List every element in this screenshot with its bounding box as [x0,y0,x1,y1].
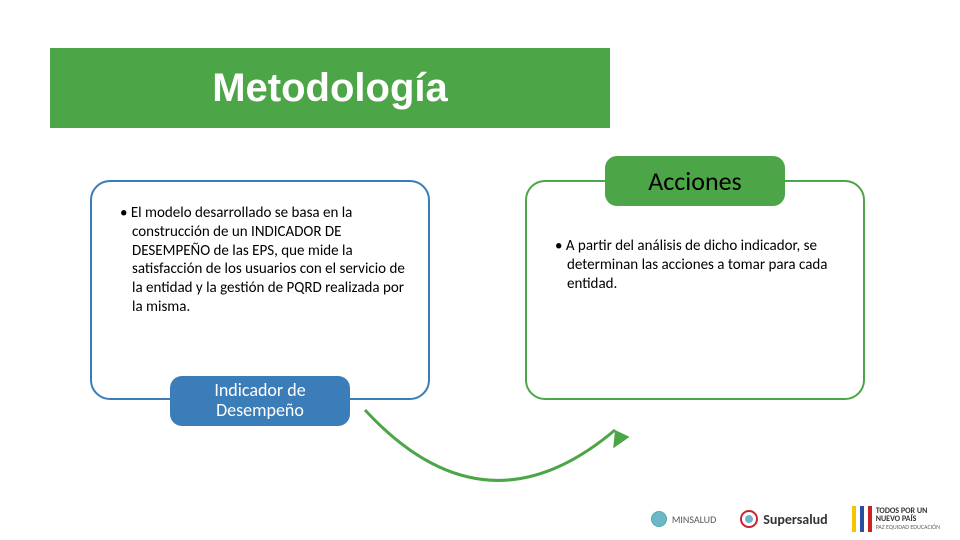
minsalud-label: MINSALUD [672,513,716,526]
stripe-yellow [852,506,856,532]
stripe-blue [860,506,864,532]
pill-acciones: Acciones [605,156,785,206]
pill-indicador-label: Indicador de Desempeño [170,381,350,421]
supersalud-label: Supersalud [763,511,827,528]
footer-logos: MINSALUD Supersalud TODOS POR UN NUEVO P… [651,506,940,532]
nuevopais-sub: PAZ EQUIDAD EDUCACIÓN [876,523,940,531]
logo-minsalud: MINSALUD [651,511,716,527]
logo-nuevopais: TODOS POR UN NUEVO PAÍS PAZ EQUIDAD EDUC… [852,506,940,532]
stripe-red [868,506,872,532]
card-acciones: • A partir del análisis de dicho indicad… [525,180,865,400]
minsalud-icon [651,511,667,527]
pill-indicador: Indicador de Desempeño [170,376,350,426]
card-left-text: • El modelo desarrollado se basa en la c… [120,204,406,317]
supersalud-icon [740,510,758,528]
header-band: Metodología [50,48,610,128]
logo-supersalud: Supersalud [740,510,827,528]
pill-acciones-label: Acciones [648,167,741,196]
page-title: Metodología [212,66,448,111]
card-right-text: • A partir del análisis de dicho indicad… [555,237,837,293]
nuevopais-line2: NUEVO PAÍS [876,515,940,523]
nuevopais-text-block: TODOS POR UN NUEVO PAÍS PAZ EQUIDAD EDUC… [876,507,940,531]
card-indicador: • El modelo desarrollado se basa en la c… [90,180,430,400]
